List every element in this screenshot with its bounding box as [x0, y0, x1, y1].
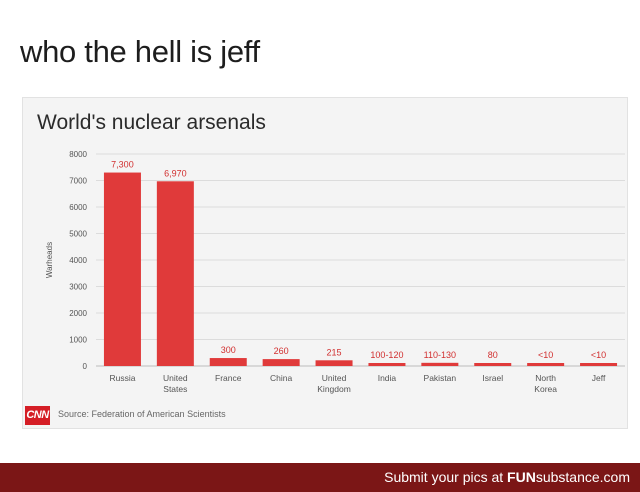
data-label: <10 — [591, 350, 606, 360]
x-tick-label: United — [322, 373, 347, 383]
y-tick-label: 1000 — [69, 336, 87, 345]
data-label: 80 — [488, 350, 498, 360]
data-label: 7,300 — [111, 160, 134, 170]
footer-banner: Submit your pics at FUNsubstance.com — [0, 463, 640, 492]
y-tick-label: 0 — [83, 362, 88, 371]
y-tick-label: 5000 — [69, 230, 87, 239]
source-row: CNN Source: Federation of American Scien… — [23, 404, 627, 426]
bar — [103, 172, 141, 366]
data-label: 215 — [327, 347, 342, 357]
data-label: 110-130 — [424, 350, 456, 360]
chart-title: World's nuclear arsenals — [37, 111, 266, 134]
footer-prefix: Submit your pics at — [384, 469, 508, 485]
bar — [209, 358, 247, 366]
bar — [315, 360, 353, 366]
data-label: 260 — [274, 346, 289, 356]
bar-chart: 0 1000 2000 3000 4000 5000 6000 7000 8000 Warhead… — [45, 150, 625, 394]
bar — [421, 362, 459, 366]
bar — [527, 363, 565, 366]
x-tick-label: Korea — [534, 384, 557, 394]
bar — [156, 181, 194, 366]
footer-brand-rest: substance.com — [535, 469, 630, 485]
x-tick-label: Russia — [109, 373, 135, 383]
x-tick-label: Israel — [482, 373, 503, 383]
bar — [580, 363, 618, 366]
x-tick-label: States — [163, 384, 187, 394]
y-tick-label: 2000 — [69, 309, 87, 318]
x-tick-label: Pakistan — [424, 373, 457, 383]
bar — [368, 363, 406, 366]
x-tick-label: North — [535, 373, 556, 383]
footer-text[interactable]: Submit your pics at FUNsubstance.com — [384, 469, 630, 485]
data-label: 100-120 — [370, 350, 403, 360]
y-tick-label: 3000 — [69, 283, 87, 292]
y-tick-label: 7000 — [69, 177, 87, 186]
cnn-logo: CNN — [25, 406, 50, 425]
footer-brand-bold: FUN — [507, 469, 536, 485]
post-caption: who the hell is jeff — [20, 34, 260, 69]
source-text: Source: Federation of American Scientist… — [58, 409, 226, 419]
x-tick-label: China — [270, 373, 292, 383]
bar — [262, 359, 300, 366]
data-label: <10 — [538, 350, 553, 360]
data-label: 6,970 — [164, 168, 187, 178]
x-tick-label: United — [163, 373, 188, 383]
y-tick-label: 8000 — [69, 150, 87, 159]
bar — [474, 363, 512, 366]
x-tick-label: India — [378, 373, 397, 383]
y-tick-label: 4000 — [69, 256, 87, 265]
y-tick-label: 6000 — [69, 203, 87, 212]
x-tick-label: France — [215, 373, 242, 383]
chart-card: World's nuclear arsenals 0 1000 2000 3000 40… — [22, 97, 628, 429]
x-tick-label: Jeff — [592, 373, 606, 383]
x-tick-label: Kingdom — [317, 384, 351, 394]
data-label: 300 — [221, 345, 236, 355]
y-axis-label: Warheads — [45, 242, 54, 278]
